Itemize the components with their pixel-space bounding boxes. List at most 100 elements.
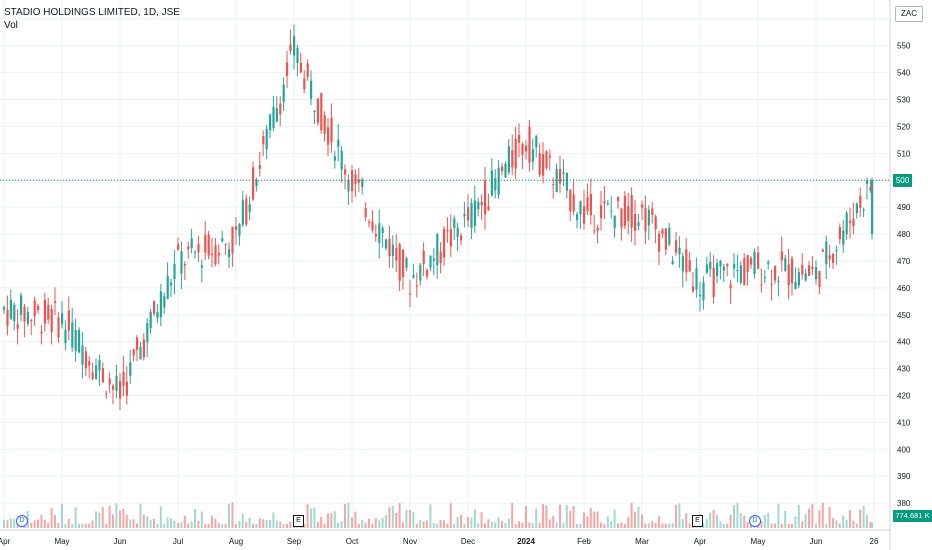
- candle-body: [630, 195, 633, 228]
- volume-bar: [671, 523, 674, 528]
- volume-bar: [507, 519, 510, 528]
- x-tick-label: May: [54, 537, 69, 546]
- earnings-marker[interactable]: E: [293, 515, 304, 527]
- volume-bar: [528, 522, 531, 528]
- volume-bar: [866, 514, 868, 528]
- volume-bar: [644, 523, 647, 528]
- candle-body: [832, 253, 835, 264]
- y-tick-label: 540: [897, 69, 911, 78]
- candle-body: [757, 252, 760, 269]
- volume-bar: [119, 510, 121, 528]
- volume-bar: [675, 504, 677, 528]
- candle-body: [146, 323, 149, 343]
- candle-body: [849, 220, 852, 223]
- candle-body: [207, 234, 210, 256]
- earnings-marker[interactable]: E: [692, 515, 703, 527]
- volume-bar: [323, 523, 326, 528]
- candle-body: [518, 134, 521, 143]
- volume-bar: [105, 523, 108, 528]
- candle-body: [74, 330, 77, 351]
- candle-body: [436, 234, 439, 266]
- candle-body: [313, 110, 316, 112]
- candle-body: [531, 149, 534, 162]
- volume-bar: [828, 506, 831, 528]
- candle-body: [296, 47, 299, 64]
- candle-body: [627, 205, 630, 222]
- volume-bar: [855, 523, 858, 528]
- volume-bar: [712, 509, 715, 528]
- volume-bar: [170, 518, 172, 528]
- candle-body: [340, 150, 343, 170]
- volume-bar: [538, 522, 541, 528]
- candle-body: [733, 263, 736, 269]
- volume-bar: [722, 523, 725, 528]
- volume-bar: [470, 517, 473, 528]
- volume-bar: [552, 515, 555, 528]
- x-tick-label: Feb: [577, 537, 591, 546]
- candle-body: [784, 258, 787, 271]
- candle-body: [214, 245, 217, 264]
- volume-bar: [43, 519, 46, 528]
- candle-body: [586, 197, 589, 212]
- volume-bar: [825, 523, 828, 528]
- volume-bar: [484, 523, 486, 528]
- x-tick-label: Jul: [173, 537, 183, 546]
- candle-body: [67, 310, 70, 331]
- volume-bar: [729, 514, 732, 528]
- candle-body: [153, 301, 156, 314]
- volume-bar: [456, 516, 459, 528]
- volume-bar: [818, 510, 821, 528]
- candle-body: [620, 208, 623, 228]
- volume-bar: [330, 513, 333, 528]
- volume-bar: [617, 523, 619, 528]
- volume-bar: [767, 512, 770, 528]
- volume-bar: [142, 514, 145, 528]
- volume-bar: [153, 518, 155, 528]
- candle-body: [43, 299, 46, 324]
- volume-bar: [429, 504, 432, 528]
- volume-bar: [654, 522, 657, 528]
- candle-body: [446, 230, 449, 232]
- volume-bar: [702, 523, 705, 528]
- volume-bar: [409, 509, 411, 528]
- volume-bar: [306, 504, 309, 528]
- candle-body: [664, 228, 667, 250]
- volume-legend-label[interactable]: Vol: [4, 20, 18, 31]
- candle-body: [211, 253, 214, 255]
- volume-bar: [477, 523, 480, 528]
- candle-body: [555, 168, 558, 192]
- last-price-label: 500: [893, 173, 912, 187]
- candle-body: [351, 170, 354, 192]
- volume-bar: [156, 523, 159, 528]
- candle-body: [606, 203, 609, 205]
- volume-bar: [579, 523, 582, 528]
- volume-bar: [398, 502, 401, 528]
- candle-body: [473, 200, 476, 227]
- candle-body: [675, 240, 678, 253]
- volume-bar: [183, 515, 186, 528]
- dividend-marker[interactable]: D: [16, 515, 28, 527]
- volume-bar: [248, 517, 251, 528]
- candle-body: [354, 174, 357, 184]
- candle-body: [804, 273, 807, 281]
- candle-body: [64, 329, 67, 344]
- candle-body: [333, 156, 336, 161]
- candle-body: [95, 365, 98, 380]
- y-tick-label: 490: [897, 203, 911, 212]
- volume-bar: [207, 523, 210, 528]
- candle-body: [248, 204, 251, 212]
- dividend-marker[interactable]: D: [749, 515, 761, 527]
- volume-bar: [235, 523, 237, 528]
- symbol-title[interactable]: STADIO HOLDINGS LIMITED, 1D, JSE: [4, 7, 180, 18]
- y-tick-label: 410: [897, 418, 911, 427]
- chart-legend: STADIO HOLDINGS LIMITED, 1D, JSE Vol: [4, 6, 180, 32]
- candle-body: [623, 195, 626, 226]
- currency-button[interactable]: ZAC: [895, 6, 923, 22]
- candle-body: [845, 213, 848, 235]
- candle-body: [6, 309, 9, 326]
- x-tick-label: May: [750, 537, 765, 546]
- volume-bar: [395, 513, 398, 528]
- candle-body: [279, 103, 282, 115]
